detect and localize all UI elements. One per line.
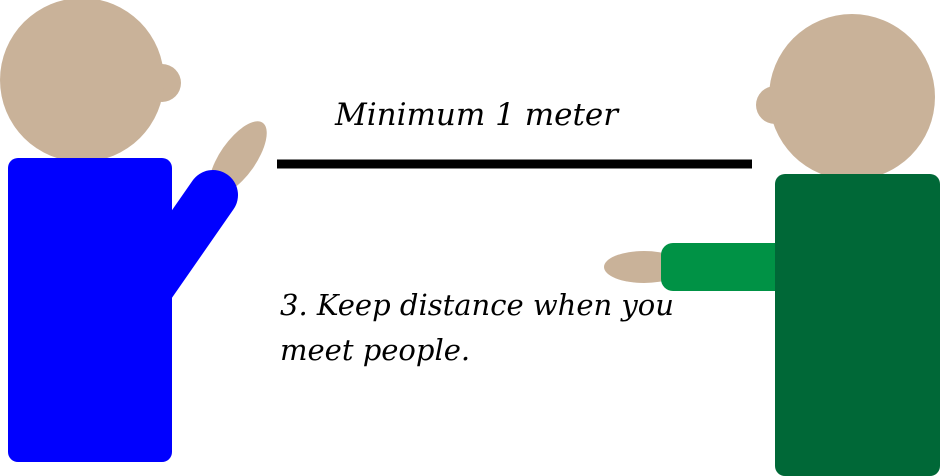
left-person-head: [0, 0, 164, 162]
left-person: [0, 0, 267, 462]
instruction-line-2: meet people.: [280, 333, 470, 367]
right-person-arm: [661, 243, 791, 291]
instruction-line-1: 3. Keep distance when you: [280, 288, 674, 322]
right-person: [604, 14, 940, 476]
right-person-body: [775, 174, 940, 476]
left-person-body: [8, 158, 172, 462]
distance-label: Minimum 1 meter: [334, 97, 620, 133]
right-person-head: [769, 14, 935, 180]
